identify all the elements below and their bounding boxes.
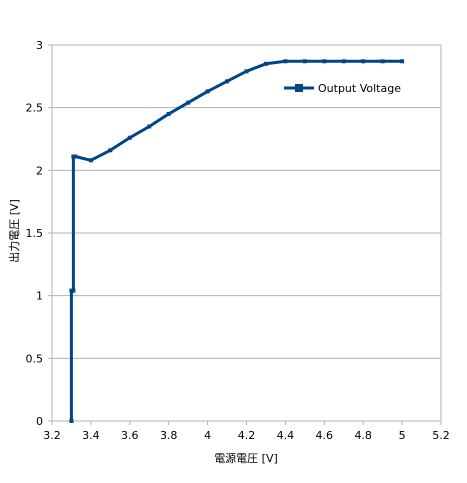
data-point xyxy=(73,154,78,159)
data-point xyxy=(166,111,171,116)
series-line xyxy=(69,59,404,423)
x-tick-label: 4.8 xyxy=(354,429,372,442)
x-tick-label: 5.2 xyxy=(432,429,450,442)
legend-swatch-marker xyxy=(295,84,303,92)
data-point xyxy=(244,69,249,74)
x-tick-label: 3.8 xyxy=(160,429,178,442)
x-tick-label: 4.2 xyxy=(238,429,256,442)
data-point xyxy=(322,59,327,64)
data-point xyxy=(225,79,230,84)
y-tick-label: 0 xyxy=(36,415,43,428)
data-series xyxy=(69,59,405,423)
data-point xyxy=(71,288,76,293)
data-point xyxy=(69,419,74,423)
x-tick-label: 4 xyxy=(204,429,211,442)
data-point xyxy=(302,59,307,64)
y-tick-label: 1.5 xyxy=(26,227,44,240)
data-point xyxy=(283,59,288,64)
x-tick-label: 3.4 xyxy=(82,429,100,442)
data-point xyxy=(186,100,191,105)
data-point xyxy=(127,135,132,140)
legend-label: Output Voltage xyxy=(318,82,401,95)
axes xyxy=(48,44,442,425)
data-point xyxy=(361,59,366,64)
y-tick-label: 3 xyxy=(36,39,43,52)
x-tick-label: 4.4 xyxy=(277,429,295,442)
legend: Output Voltage xyxy=(284,82,401,95)
data-point xyxy=(205,89,210,94)
x-tick-label: 4.6 xyxy=(316,429,334,442)
x-tick-label: 5 xyxy=(399,429,406,442)
data-point xyxy=(341,59,346,64)
data-point xyxy=(380,59,385,64)
data-point xyxy=(88,158,93,163)
y-tick-label: 2.5 xyxy=(26,102,44,115)
x-axis-title: 電源電圧 [V] xyxy=(214,451,278,465)
data-point xyxy=(263,61,268,66)
data-point xyxy=(147,124,152,129)
data-point xyxy=(108,148,113,153)
y-tick-label: 0.5 xyxy=(26,352,44,365)
data-point xyxy=(400,59,405,64)
grid-lines xyxy=(52,44,441,422)
tick-labels: 0 0.5 1 1.5 2 2.5 3 3.2 3.4 3.6 3.8 4 4.2 4.4 4.6 4.8 5 5… xyxy=(26,39,450,442)
x-tick-label: 3.6 xyxy=(121,429,139,442)
y-tick-label: 2 xyxy=(36,164,43,177)
y-tick-label: 1 xyxy=(36,290,43,303)
x-tick-label: 3.2 xyxy=(43,429,61,442)
y-axis-title: 出力電圧 [V] xyxy=(7,199,21,263)
